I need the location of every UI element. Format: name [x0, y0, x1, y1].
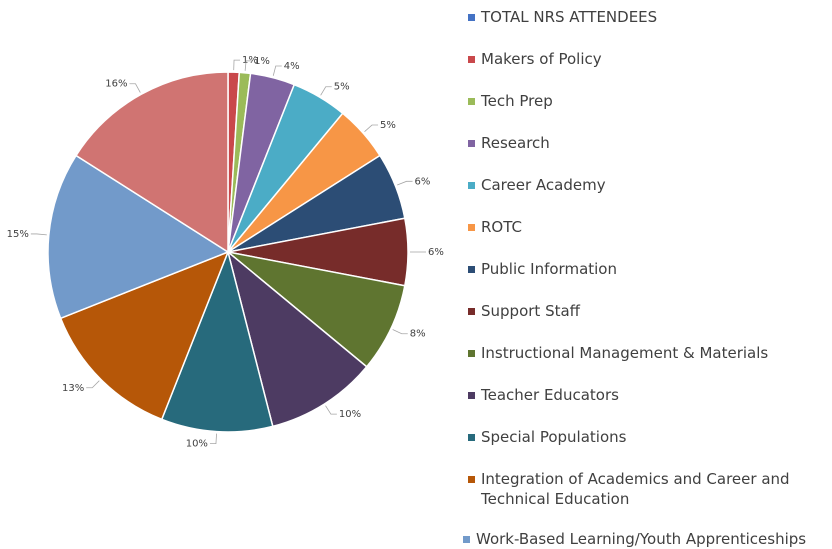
- legend-item: Tech Prep: [468, 91, 801, 111]
- legend-item: Support Staff: [468, 301, 801, 321]
- legend-label: Career Academy: [481, 176, 606, 194]
- legend-item: Instructional Management & Materials: [468, 343, 801, 363]
- legend-swatch: [468, 266, 475, 273]
- data-label: 4%: [284, 61, 300, 72]
- legend-swatch: [468, 182, 475, 189]
- legend-label: Tech Prep: [481, 92, 553, 110]
- data-label: 10%: [339, 409, 361, 420]
- data-label: 5%: [334, 82, 350, 93]
- data-label: 1%: [254, 56, 270, 67]
- legend-swatch: [468, 140, 475, 147]
- legend-swatch: [468, 224, 475, 231]
- data-label: 5%: [380, 120, 396, 131]
- legend-item: Career Academy: [468, 175, 801, 195]
- legend-swatch: [463, 536, 470, 543]
- pie-slice: [160, 249, 274, 433]
- data-label: 8%: [410, 329, 426, 340]
- legend-swatch: [468, 392, 475, 399]
- leader-line: [325, 405, 337, 415]
- pie-slice: [59, 250, 230, 421]
- legend-swatch: [468, 56, 475, 63]
- legend-item: Makers of Policy: [468, 49, 801, 69]
- data-label: 10%: [186, 439, 208, 450]
- leader-line: [30, 233, 47, 236]
- legend-item: Research: [468, 133, 801, 153]
- legend-item: Public Information: [468, 259, 801, 279]
- legend-label: Support Staff: [481, 302, 580, 320]
- legend-label: Makers of Policy: [481, 50, 602, 68]
- leader-line: [392, 329, 408, 335]
- leader-line: [272, 65, 282, 76]
- pie-slice: [227, 251, 406, 368]
- pie-chart: 1%1% 4%5%5%6%6%8%10%10%13%15%16%: [7, 55, 444, 450]
- pie-slice: [226, 249, 368, 428]
- legend-label: Public Information: [481, 260, 617, 278]
- legend-item: Integration of Academics and Career and …: [468, 469, 801, 509]
- legend-swatch: [468, 434, 475, 441]
- legend-label: Teacher Educators: [481, 386, 619, 404]
- legend-swatch: [468, 476, 475, 483]
- leader-line: [244, 60, 253, 71]
- leader-line: [233, 59, 241, 71]
- data-label: 16%: [105, 79, 127, 90]
- legend-swatch: [468, 14, 475, 21]
- data-label: 6%: [428, 247, 444, 258]
- pie-slice: [74, 71, 229, 254]
- leader-line: [129, 83, 141, 93]
- legend-label: Work-Based Learning/Youth Apprenticeship…: [476, 530, 807, 548]
- legend-item: Work-Based Learning/Youth Apprenticeship…: [463, 529, 832, 549]
- legend-label: ROTC: [481, 218, 522, 236]
- data-label: 6%: [415, 176, 431, 187]
- legend-item: TOTAL NRS ATTENDEES: [468, 7, 801, 27]
- legend-label: Integration of Academics and Career and …: [481, 470, 790, 508]
- legend-label: Instructional Management & Materials: [481, 344, 769, 362]
- legend-item: ROTC: [468, 217, 801, 237]
- leader-line: [320, 86, 332, 96]
- legend-item: Teacher Educators: [468, 385, 801, 405]
- leader-line: [397, 180, 413, 186]
- legend-swatch: [468, 98, 475, 105]
- data-label: 15%: [7, 229, 29, 240]
- legend-label: Special Populations: [481, 428, 627, 446]
- legend-label: TOTAL NRS ATTENDEES: [481, 8, 658, 26]
- legend-swatch: [468, 350, 475, 357]
- leader-line: [209, 433, 217, 445]
- pie-slice: [47, 154, 230, 320]
- data-label: 13%: [62, 383, 84, 394]
- legend-item: Special Populations: [468, 427, 801, 447]
- legend-swatch: [468, 308, 475, 315]
- legend-label: Research: [481, 134, 550, 152]
- leader-line: [364, 124, 379, 132]
- leader-line: [86, 380, 100, 389]
